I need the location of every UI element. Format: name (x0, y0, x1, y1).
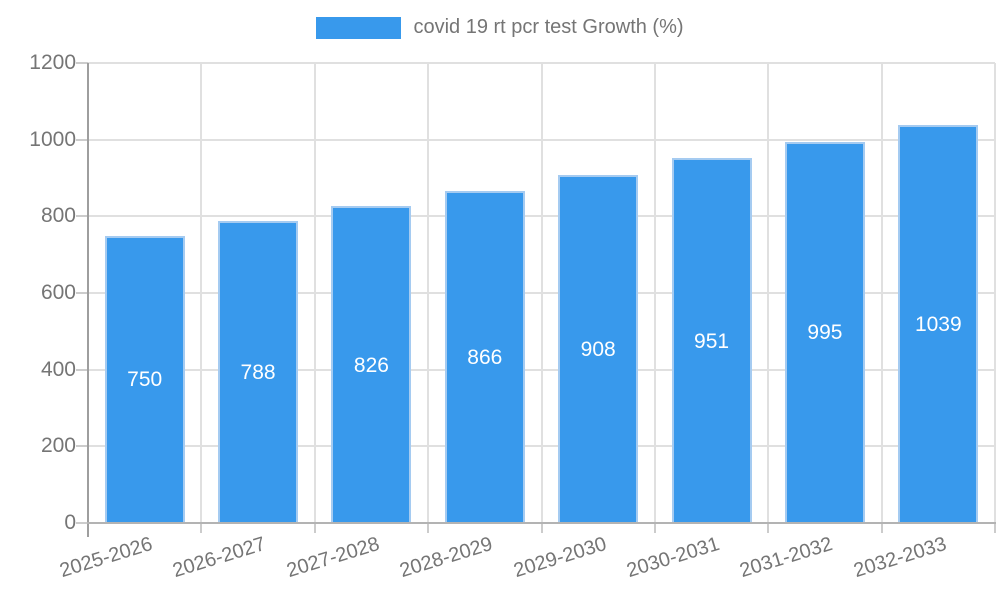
gridline-vertical (653, 63, 656, 523)
bar[interactable]: 908 (558, 174, 639, 523)
y-tick-mark (76, 445, 88, 448)
y-axis-labels: 0 200 400 600 800 1000 1200 (0, 51, 76, 534)
x-tick-mark (653, 523, 656, 533)
y-axis-line (87, 63, 89, 537)
y-tick-label: 400 (40, 357, 76, 381)
x-tick-mark (994, 523, 996, 533)
gridline-vertical (313, 63, 316, 523)
x-tick-label: 2032-2033 (850, 533, 949, 583)
x-tick-label: 2030-2031 (624, 533, 722, 583)
bar[interactable]: 995 (784, 141, 865, 523)
y-tick-label: 0 (64, 511, 76, 534)
bar[interactable]: 788 (218, 220, 299, 523)
x-axis-line (87, 522, 996, 524)
x-tick-label: 2027-2028 (283, 533, 382, 583)
y-tick-label: 1000 (29, 127, 76, 151)
bar[interactable]: 826 (331, 206, 412, 523)
plot-area: 750 788 826 866 908 951 995 1039 (76, 62, 996, 537)
gridline-vertical (200, 63, 203, 523)
gridline-vertical (427, 63, 430, 523)
y-tick-mark (76, 522, 88, 524)
gridline-vertical (767, 63, 770, 523)
bar-value-label: 866 (467, 346, 503, 370)
x-tick-label: 2028-2029 (397, 533, 496, 583)
y-tick-label: 800 (40, 204, 76, 228)
y-tick-mark (76, 368, 88, 371)
x-tick-label: 2029-2030 (510, 533, 609, 583)
x-tick-label: 2031-2032 (737, 533, 836, 583)
x-tick-mark (767, 523, 770, 533)
x-tick-label: 2025-2026 (57, 533, 156, 583)
bar-value-label: 826 (353, 353, 389, 377)
x-tick-mark (427, 523, 430, 533)
legend-swatch[interactable] (316, 16, 402, 39)
x-tick-mark (540, 523, 543, 533)
y-tick-mark (76, 292, 88, 294)
bar[interactable]: 750 (104, 235, 185, 523)
x-tick-mark (313, 523, 316, 533)
bar-value-label: 788 (240, 360, 276, 384)
y-tick-label: 1200 (29, 51, 76, 74)
bar[interactable]: 1039 (898, 124, 979, 523)
gridline-vertical (880, 63, 883, 523)
bar-value-label: 750 (127, 368, 163, 392)
y-tick-label: 600 (40, 281, 76, 304)
legend-label: covid 19 rt pcr test Growth (%) (413, 16, 684, 38)
x-tick-label: 2026-2027 (170, 533, 269, 583)
bar-value-label: 995 (807, 321, 843, 345)
x-tick-mark (880, 523, 883, 533)
gridline-vertical (994, 63, 996, 523)
bar-value-label: 908 (580, 337, 616, 361)
bar[interactable]: 866 (444, 191, 525, 523)
x-axis-labels: 2025-2026 2026-2027 2027-2028 2028-2029 2029… (57, 523, 995, 600)
bar[interactable]: 951 (671, 158, 752, 523)
y-tick-mark (76, 62, 88, 64)
y-tick-mark (76, 138, 88, 141)
x-tick-mark (200, 523, 203, 533)
y-tick-mark (76, 215, 88, 218)
legend-item[interactable]: covid 19 rt pcr test Growth (%) (0, 16, 1000, 39)
bar-value-label: 951 (694, 329, 730, 353)
y-tick-label: 200 (40, 434, 76, 458)
bar-value-label: 1039 (914, 312, 962, 336)
gridline-vertical (540, 63, 543, 523)
